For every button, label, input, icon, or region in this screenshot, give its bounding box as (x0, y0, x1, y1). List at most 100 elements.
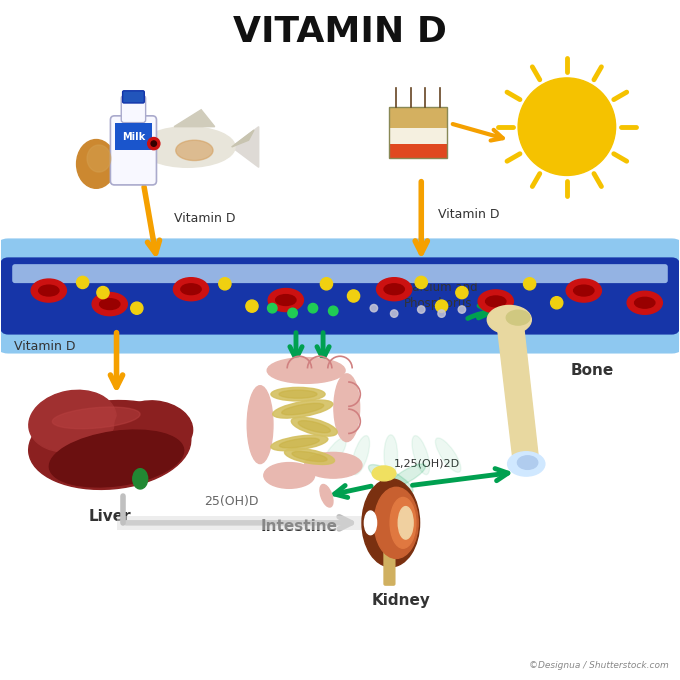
Ellipse shape (271, 388, 325, 401)
Ellipse shape (175, 140, 213, 160)
Ellipse shape (99, 299, 120, 309)
Circle shape (77, 276, 89, 288)
Text: Vitamin D: Vitamin D (174, 211, 235, 224)
Ellipse shape (248, 386, 273, 464)
Ellipse shape (377, 277, 412, 301)
Ellipse shape (299, 421, 330, 432)
Ellipse shape (321, 438, 346, 473)
Ellipse shape (39, 285, 59, 296)
Ellipse shape (133, 469, 148, 489)
FancyBboxPatch shape (121, 95, 146, 122)
Circle shape (151, 141, 156, 146)
Ellipse shape (50, 430, 184, 487)
FancyBboxPatch shape (389, 126, 447, 144)
Circle shape (418, 306, 425, 313)
Ellipse shape (31, 279, 67, 302)
FancyBboxPatch shape (0, 257, 680, 335)
Circle shape (308, 303, 318, 313)
Circle shape (97, 286, 109, 299)
FancyBboxPatch shape (389, 107, 447, 128)
Ellipse shape (390, 464, 426, 487)
Polygon shape (232, 126, 258, 167)
Ellipse shape (506, 310, 530, 325)
Circle shape (246, 300, 258, 312)
Ellipse shape (390, 498, 416, 548)
Polygon shape (232, 130, 254, 147)
Ellipse shape (488, 305, 531, 334)
FancyBboxPatch shape (110, 116, 156, 185)
Ellipse shape (364, 511, 377, 534)
Circle shape (458, 306, 466, 313)
Ellipse shape (634, 297, 655, 308)
Circle shape (288, 308, 297, 318)
Circle shape (219, 277, 231, 290)
Circle shape (551, 296, 563, 309)
Ellipse shape (384, 435, 398, 475)
Text: 25(OH)D: 25(OH)D (205, 495, 259, 508)
Ellipse shape (271, 435, 328, 451)
FancyBboxPatch shape (12, 264, 668, 283)
Ellipse shape (362, 479, 420, 567)
FancyBboxPatch shape (122, 91, 144, 103)
Ellipse shape (478, 290, 513, 313)
Text: Kidney: Kidney (371, 593, 430, 608)
Text: Calcium and
Phosphorus: Calcium and Phosphorus (405, 282, 478, 311)
Ellipse shape (29, 401, 191, 490)
Ellipse shape (486, 296, 506, 307)
Ellipse shape (173, 277, 209, 301)
Text: ©Designua / Shutterstock.com: ©Designua / Shutterstock.com (529, 662, 668, 670)
Text: Bone: Bone (571, 363, 613, 378)
Ellipse shape (279, 390, 317, 398)
Ellipse shape (517, 456, 538, 469)
Circle shape (415, 276, 427, 288)
Ellipse shape (305, 452, 362, 478)
FancyBboxPatch shape (116, 516, 371, 530)
Ellipse shape (267, 358, 345, 384)
Ellipse shape (181, 284, 201, 294)
Ellipse shape (334, 374, 360, 441)
Ellipse shape (87, 145, 111, 172)
Text: Liver: Liver (88, 509, 131, 524)
Circle shape (320, 277, 333, 290)
Ellipse shape (264, 462, 315, 488)
Ellipse shape (352, 436, 370, 475)
Circle shape (390, 310, 398, 318)
Circle shape (518, 78, 615, 175)
Ellipse shape (268, 288, 303, 311)
Ellipse shape (372, 466, 396, 481)
Circle shape (328, 306, 338, 316)
Ellipse shape (435, 438, 461, 473)
Ellipse shape (398, 507, 413, 539)
Ellipse shape (566, 279, 601, 302)
Ellipse shape (292, 452, 327, 462)
Ellipse shape (320, 484, 333, 507)
Ellipse shape (374, 488, 418, 558)
Circle shape (267, 303, 277, 313)
Ellipse shape (574, 285, 594, 296)
Circle shape (131, 302, 143, 314)
Ellipse shape (369, 464, 413, 493)
Circle shape (438, 310, 445, 318)
Ellipse shape (92, 292, 127, 316)
Ellipse shape (52, 407, 140, 428)
Circle shape (148, 137, 160, 150)
Circle shape (370, 305, 377, 312)
Circle shape (524, 277, 536, 290)
Ellipse shape (140, 126, 235, 167)
Polygon shape (498, 320, 539, 469)
FancyBboxPatch shape (384, 541, 396, 586)
Ellipse shape (291, 418, 337, 436)
Text: Vitamin D: Vitamin D (14, 340, 75, 354)
Ellipse shape (282, 403, 324, 415)
Ellipse shape (384, 284, 405, 294)
Text: Vitamin D: Vitamin D (438, 208, 500, 221)
Ellipse shape (273, 400, 333, 418)
Ellipse shape (115, 401, 192, 455)
Ellipse shape (29, 390, 116, 452)
Ellipse shape (77, 139, 116, 188)
Ellipse shape (284, 449, 335, 464)
Ellipse shape (507, 452, 545, 476)
Circle shape (435, 300, 447, 312)
Ellipse shape (279, 438, 320, 448)
Circle shape (347, 290, 360, 302)
